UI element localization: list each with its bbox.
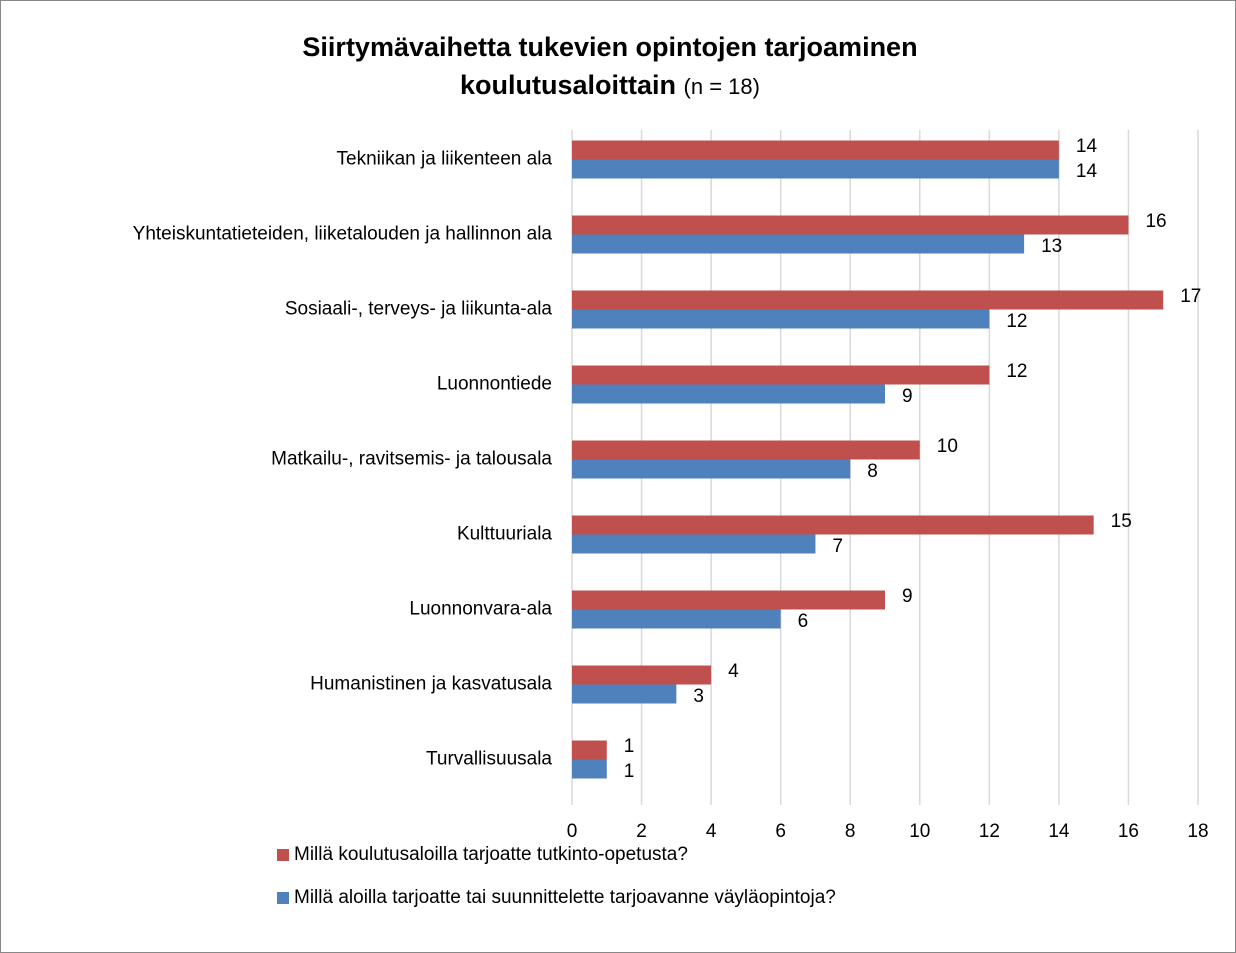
bar (572, 440, 920, 460)
bar (572, 215, 1129, 235)
y-tick-label: Sosiaali-, terveys- ja liikunta-ala (285, 299, 553, 320)
bar (572, 515, 1094, 535)
bar (572, 234, 1025, 254)
data-label: 6 (798, 611, 809, 632)
bar (572, 665, 712, 685)
data-label: 10 (937, 436, 958, 457)
data-label: 9 (902, 386, 913, 407)
data-label: 14 (1076, 161, 1098, 182)
x-tick-label: 18 (1187, 821, 1208, 842)
x-tick-label: 2 (636, 821, 647, 842)
bar (572, 740, 607, 760)
y-tick-label: Yhteiskuntatieteiden, liiketalouden ja h… (133, 224, 553, 245)
data-label: 3 (693, 686, 704, 707)
bar (572, 159, 1059, 179)
y-tick-label: Tekniikan ja liikenteen ala (337, 149, 553, 170)
data-label: 16 (1145, 211, 1166, 232)
y-tick-label: Humanistinen ja kasvatusala (310, 674, 552, 695)
data-label: 15 (1111, 511, 1132, 532)
data-label: 7 (832, 536, 843, 557)
bar (572, 590, 885, 610)
data-label: 14 (1076, 136, 1098, 157)
y-tick-label: Luonnonvara-ala (409, 599, 552, 620)
bar (572, 140, 1059, 160)
data-label: 1 (624, 736, 635, 757)
x-tick-label: 12 (979, 821, 1000, 842)
y-tick-label: Kulttuuriala (457, 524, 552, 545)
data-label: 8 (867, 461, 878, 482)
bar (572, 759, 607, 779)
data-label: 9 (902, 586, 913, 607)
data-label: 12 (1006, 361, 1027, 382)
bar (572, 534, 816, 554)
y-tick-label: Luonnontiede (437, 374, 552, 395)
chart-title-block: Siirtymävaihetta tukevien opintojen tarj… (250, 28, 970, 106)
bar (572, 365, 990, 385)
bar (572, 609, 781, 629)
bar (572, 309, 990, 329)
bar (572, 684, 677, 704)
y-tick-label: Turvallisuusala (426, 749, 552, 770)
x-tick-label: 0 (567, 821, 578, 842)
x-tick-label: 8 (845, 821, 856, 842)
bar (572, 459, 851, 479)
x-tick-label: 16 (1118, 821, 1139, 842)
data-label: 17 (1180, 286, 1201, 307)
bar (572, 290, 1164, 310)
legend-label: Millä aloilla tarjoatte tai suunnittelet… (294, 887, 836, 908)
data-label: 13 (1041, 236, 1062, 257)
data-label: 4 (728, 661, 739, 682)
x-tick-label: 14 (1048, 821, 1070, 842)
data-label: 12 (1006, 311, 1027, 332)
x-tick-label: 6 (775, 821, 786, 842)
chart-title: Siirtymävaihetta tukevien opintojen tarj… (302, 32, 918, 100)
legend-label: Millä koulutusaloilla tarjoatte tutkinto… (294, 844, 688, 865)
x-tick-label: 4 (706, 821, 717, 842)
x-tick-label: 10 (909, 821, 930, 842)
data-label: 1 (624, 761, 635, 782)
bar (572, 384, 885, 404)
y-tick-label: Matkailu-, ravitsemis- ja talousala (271, 449, 552, 470)
legend-swatch (277, 892, 289, 904)
legend-swatch (277, 849, 289, 861)
chart-subtitle: (n = 18) (683, 74, 760, 99)
